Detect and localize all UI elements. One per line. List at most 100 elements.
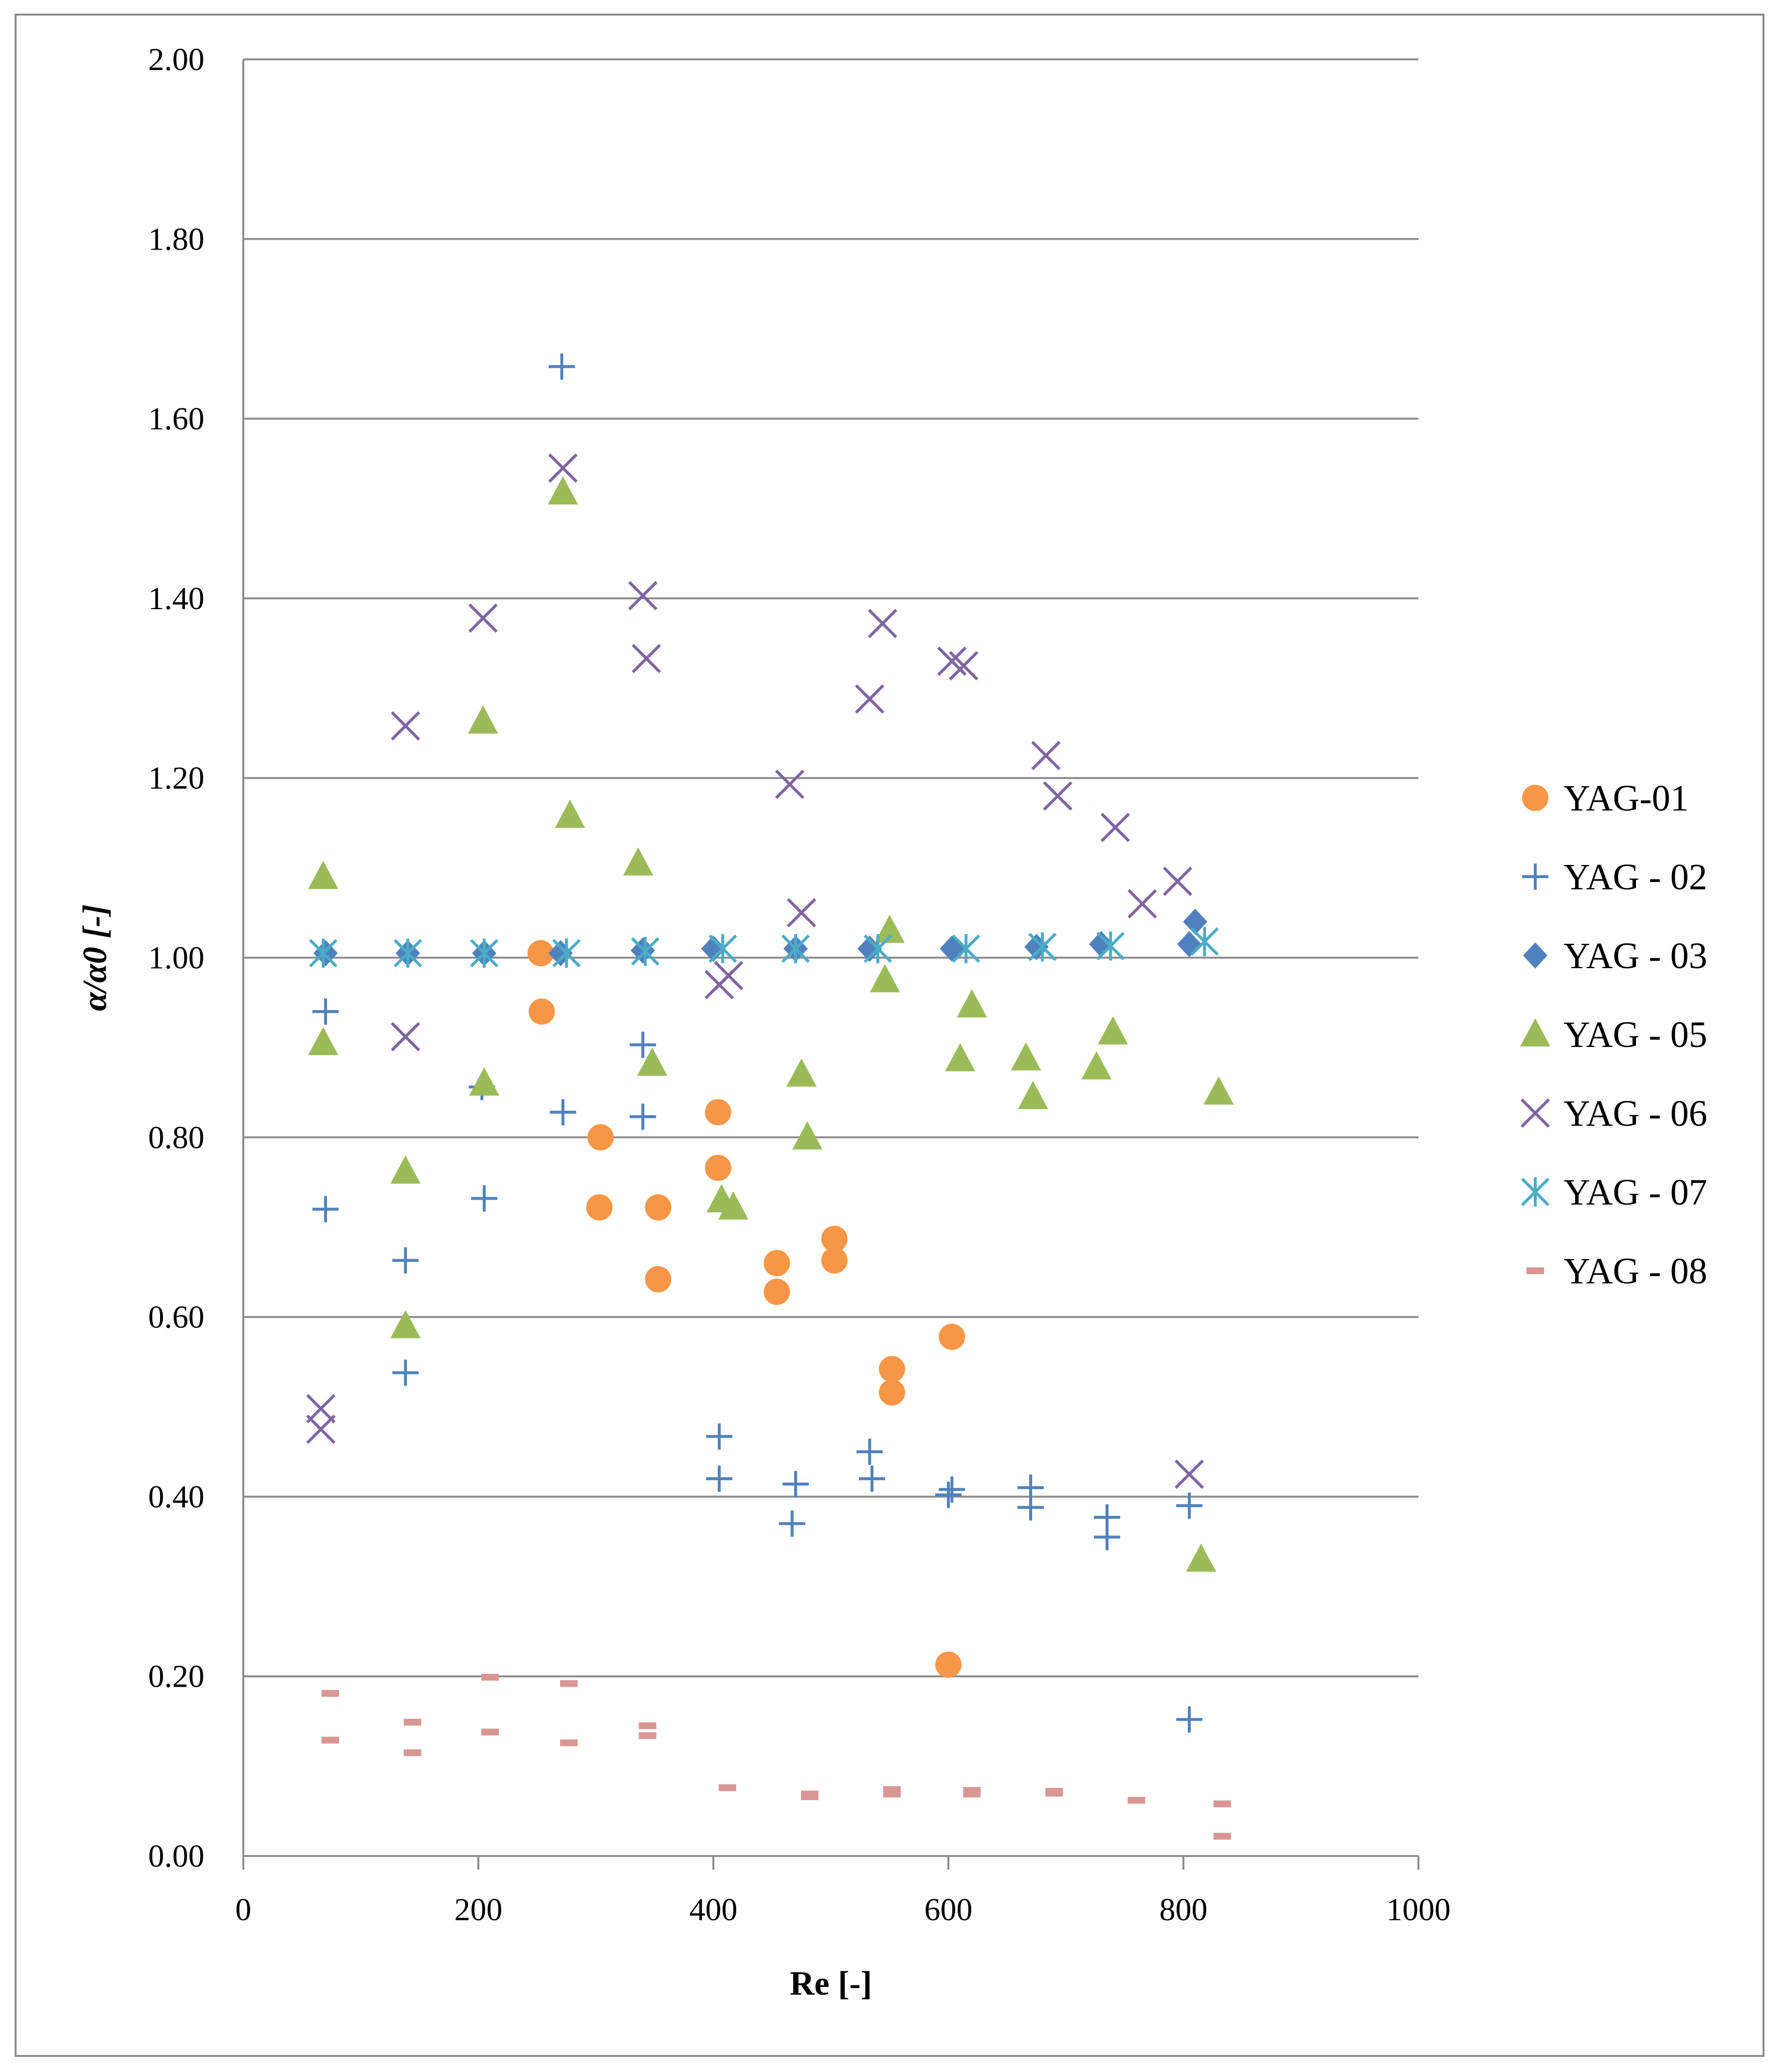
data-point-yag-08 (1127, 1797, 1145, 1804)
data-point-yag-05 (390, 1155, 421, 1184)
data-point-yag-05 (1186, 1543, 1217, 1572)
data-point-yag-02 (312, 998, 339, 1025)
data-point-yag-06 (1043, 781, 1072, 811)
data-point-yag-08 (1045, 1789, 1063, 1797)
axes (242, 59, 1419, 1870)
data-point-yag-02 (630, 1103, 656, 1130)
legend-marker-yag-08 (1526, 1267, 1544, 1274)
data-point-yag-05 (637, 1047, 668, 1076)
series-yag-02 (312, 353, 1203, 1733)
legend-item-yag-07: YAG - 07 (1521, 1172, 1707, 1213)
data-point-yag-08 (321, 1690, 339, 1697)
data-point-yag-07 (708, 934, 737, 964)
data-point-yag-08 (963, 1790, 981, 1798)
data-point-yag-05 (1017, 1081, 1048, 1109)
data-point-yag-06 (787, 898, 817, 928)
data-point-yag-08 (801, 1793, 819, 1801)
data-point-yag-01 (705, 1154, 731, 1181)
x-tick-label: 200 (454, 1892, 503, 1928)
data-point-yag-01 (763, 1250, 790, 1277)
data-point-yag-08 (718, 1784, 736, 1791)
data-point-yag-06 (1162, 866, 1193, 896)
y-tick-label: 0.80 (148, 1120, 205, 1155)
data-point-yag-08 (560, 1739, 578, 1747)
legend-item-yag-08: YAG - 08 (1526, 1251, 1707, 1292)
series-yag-07 (309, 927, 1219, 968)
legend-label: YAG - 05 (1563, 1014, 1707, 1055)
data-point-yag-02 (706, 1423, 733, 1450)
series-yag-01 (527, 940, 965, 1678)
legend-label: YAG-01 (1563, 778, 1689, 819)
data-point-yag-06 (949, 651, 979, 681)
data-point-yag-06 (1031, 740, 1061, 771)
data-point-yag-05 (945, 1043, 976, 1072)
legend-item-yag-01: YAG-01 (1522, 778, 1689, 819)
data-point-yag-02 (1017, 1494, 1044, 1521)
data-point-yag-06 (775, 770, 805, 799)
legend-marker-yag-03 (1523, 942, 1547, 969)
data-point-yag-05 (870, 964, 900, 992)
legend-marker-yag-07 (1521, 1177, 1550, 1207)
data-point-yag-07 (470, 938, 499, 968)
data-point-yag-01 (645, 1194, 672, 1221)
data-point-yag-02 (549, 1099, 576, 1126)
x-tick-label: 1000 (1386, 1892, 1451, 1928)
data-point-yag-07 (631, 937, 660, 966)
data-point-yag-06 (1127, 889, 1157, 919)
data-point-yag-08 (403, 1718, 421, 1726)
data-point-yag-02 (935, 1481, 962, 1508)
data-point-yag-01 (527, 940, 554, 967)
legend-item-yag-05: YAG - 05 (1520, 1014, 1707, 1055)
data-point-yag-08 (638, 1732, 656, 1739)
x-tick-labels: 0 200 400 600 800 1000 (236, 1892, 1451, 1928)
legend-label: YAG - 07 (1563, 1172, 1707, 1213)
series-yag-05 (308, 476, 1234, 1572)
y-tick-label: 0.60 (148, 1299, 205, 1335)
data-point-yag-06 (548, 453, 578, 483)
legend-item-yag-06: YAG - 06 (1520, 1093, 1707, 1134)
data-point-yag-01 (935, 1651, 962, 1678)
data-point-yag-08 (481, 1729, 499, 1736)
data-point-yag-07 (952, 934, 981, 964)
data-point-yag-02 (1094, 1524, 1121, 1550)
data-point-yag-02 (706, 1465, 733, 1492)
x-tick-label: 800 (1160, 1892, 1208, 1928)
legend-label: YAG - 03 (1563, 936, 1707, 976)
data-point-yag-03 (1183, 908, 1208, 935)
x-axis-title: Re [-] (790, 1965, 872, 2002)
data-point-yag-08 (481, 1674, 499, 1681)
y-tick-label: 1.80 (148, 221, 205, 257)
data-point-yag-07 (1190, 927, 1219, 956)
data-point-yag-06 (937, 647, 967, 676)
x-tick-label: 600 (925, 1892, 973, 1928)
data-point-yag-05 (874, 915, 905, 943)
legend-marker-yag-06 (1520, 1098, 1550, 1128)
series-yag-06 (306, 453, 1204, 1489)
data-point-yag-05 (1098, 1016, 1128, 1045)
data-point-yag-07 (393, 938, 422, 968)
data-point-yag-07 (309, 938, 338, 968)
data-point-yag-02 (392, 1247, 419, 1274)
legend-marker-yag-01 (1522, 785, 1548, 811)
data-point-yag-02 (312, 1196, 339, 1223)
data-point-yag-03 (548, 940, 573, 967)
data-point-yag-01 (821, 1225, 848, 1252)
y-tick-label: 1.60 (148, 401, 205, 437)
data-point-yag-07 (1028, 932, 1057, 962)
x-tick-label: 0 (236, 1892, 252, 1928)
data-point-yag-02 (630, 1031, 656, 1058)
data-point-yag-07 (1096, 931, 1125, 961)
data-point-yag-05 (555, 799, 585, 828)
data-point-yag-05 (718, 1191, 749, 1220)
chart-frame (15, 14, 1764, 2057)
data-point-yag-06 (868, 609, 897, 638)
data-point-yag-01 (879, 1356, 906, 1383)
data-point-yag-06 (855, 684, 885, 714)
data-point-yag-02 (939, 1476, 965, 1503)
x-tick-label: 400 (690, 1892, 738, 1928)
data-point-yag-03 (701, 936, 726, 962)
data-point-yag-02 (1176, 1706, 1203, 1733)
legend-marker-yag-02 (1522, 864, 1548, 890)
data-point-yag-06 (632, 644, 661, 673)
data-point-yag-05 (308, 1027, 339, 1055)
